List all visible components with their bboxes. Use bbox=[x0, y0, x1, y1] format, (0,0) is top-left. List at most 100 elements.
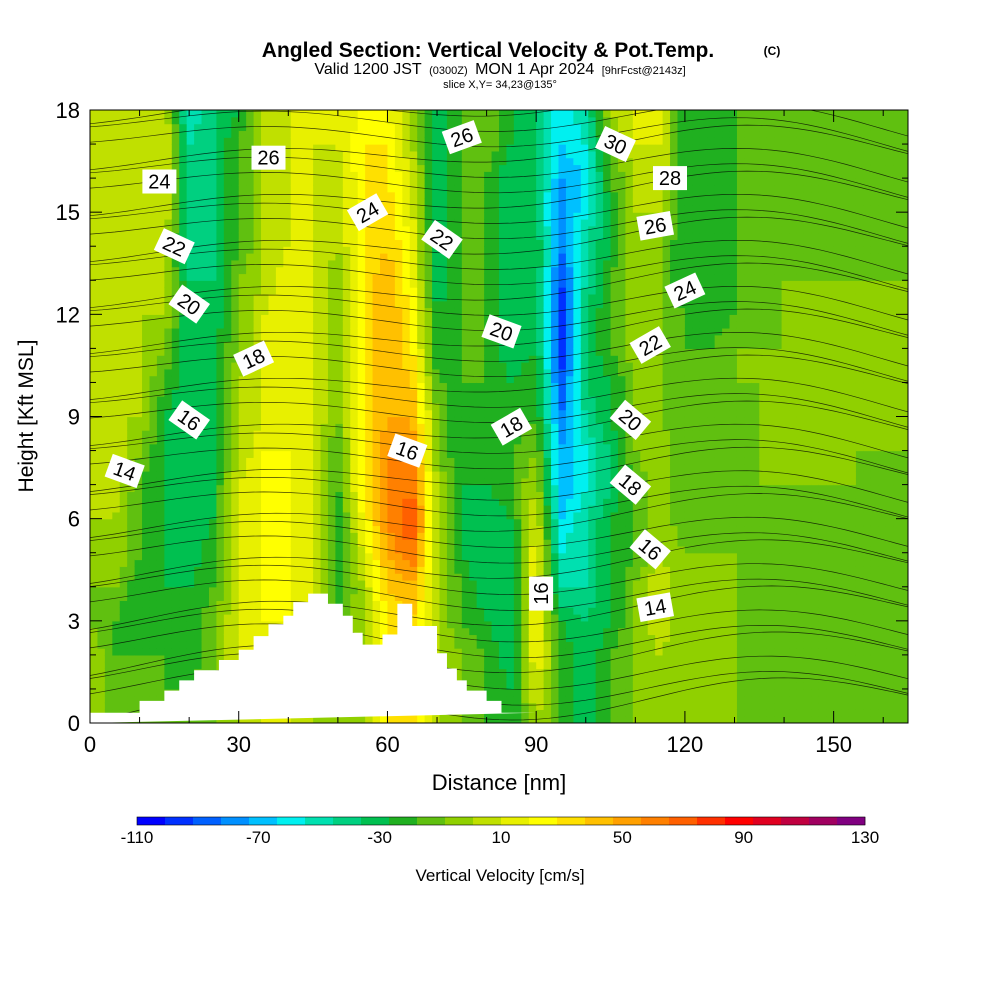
velocity-cell bbox=[298, 375, 307, 384]
velocity-cell bbox=[134, 600, 143, 608]
velocity-cell bbox=[417, 436, 426, 445]
velocity-cell bbox=[342, 171, 351, 179]
velocity-cell bbox=[446, 505, 455, 513]
velocity-cell bbox=[320, 586, 329, 595]
velocity-cell bbox=[201, 614, 210, 622]
velocity-cell bbox=[90, 464, 99, 472]
velocity-cell bbox=[335, 334, 344, 343]
velocity-cell bbox=[484, 116, 493, 125]
velocity-cell bbox=[231, 212, 240, 220]
velocity-cell bbox=[469, 566, 478, 574]
velocity-cell bbox=[402, 464, 411, 472]
velocity-cell bbox=[350, 579, 359, 588]
velocity-cell bbox=[97, 573, 106, 581]
velocity-cell bbox=[127, 443, 136, 452]
velocity-cell bbox=[119, 641, 128, 649]
velocity-cell bbox=[134, 314, 143, 322]
velocity-cell bbox=[365, 716, 374, 723]
velocity-cell bbox=[320, 280, 329, 288]
velocity-cell bbox=[469, 470, 478, 479]
velocity-cell bbox=[142, 205, 151, 213]
velocity-cell bbox=[275, 579, 284, 588]
velocity-cell bbox=[127, 654, 136, 663]
velocity-cell bbox=[327, 184, 336, 193]
velocity-cell bbox=[164, 157, 173, 166]
velocity-cell bbox=[446, 607, 455, 615]
velocity-cell bbox=[149, 695, 158, 704]
velocity-cell bbox=[320, 539, 329, 547]
velocity-cell bbox=[90, 232, 99, 241]
velocity-cell bbox=[253, 620, 262, 629]
velocity-cell bbox=[350, 545, 359, 554]
velocity-cell bbox=[476, 559, 485, 567]
velocity-cell bbox=[380, 559, 389, 567]
velocity-cell bbox=[320, 144, 329, 152]
velocity-cell bbox=[476, 627, 485, 636]
velocity-cell bbox=[357, 498, 366, 506]
velocity-cell bbox=[402, 164, 411, 172]
velocity-cell bbox=[283, 362, 292, 370]
velocity-cell bbox=[305, 423, 314, 431]
velocity-cell bbox=[156, 457, 165, 465]
velocity-cell bbox=[365, 593, 374, 601]
velocity-cell bbox=[171, 457, 180, 465]
velocity-cell bbox=[261, 321, 270, 329]
velocity-cell bbox=[476, 273, 485, 281]
velocity-cell bbox=[253, 307, 262, 315]
velocity-cell bbox=[142, 293, 151, 302]
velocity-cell bbox=[171, 498, 180, 506]
velocity-cell bbox=[491, 498, 500, 506]
velocity-cell bbox=[246, 430, 255, 438]
velocity-cell bbox=[127, 280, 136, 288]
velocity-cell bbox=[439, 348, 448, 356]
velocity-cell bbox=[387, 457, 396, 465]
velocity-cell bbox=[231, 137, 240, 145]
velocity-cell bbox=[320, 218, 329, 227]
velocity-cell bbox=[186, 368, 195, 377]
velocity-cell bbox=[156, 368, 165, 377]
velocity-cell bbox=[164, 137, 173, 145]
velocity-cell bbox=[253, 375, 262, 384]
velocity-cell bbox=[156, 675, 165, 683]
velocity-cell bbox=[156, 123, 165, 132]
velocity-cell bbox=[231, 382, 240, 390]
velocity-cell bbox=[104, 355, 113, 363]
velocity-cell bbox=[246, 327, 255, 336]
velocity-cell bbox=[104, 702, 113, 710]
velocity-cell bbox=[305, 259, 314, 268]
velocity-cell bbox=[194, 171, 203, 179]
velocity-cell bbox=[439, 273, 448, 281]
velocity-cell bbox=[350, 239, 359, 247]
velocity-cell bbox=[298, 205, 307, 213]
velocity-cell bbox=[104, 457, 113, 465]
velocity-cell bbox=[387, 579, 396, 588]
velocity-cell bbox=[142, 212, 151, 220]
velocity-cell bbox=[134, 648, 143, 656]
velocity-cell bbox=[134, 212, 143, 220]
velocity-cell bbox=[454, 457, 463, 465]
velocity-cell bbox=[454, 225, 463, 234]
velocity-cell bbox=[171, 648, 180, 656]
velocity-cell bbox=[484, 586, 493, 595]
velocity-cell bbox=[238, 314, 247, 322]
velocity-cell bbox=[350, 614, 359, 622]
velocity-cell bbox=[275, 518, 284, 527]
velocity-cell bbox=[409, 368, 418, 377]
velocity-cell bbox=[208, 239, 218, 247]
velocity-cell bbox=[305, 552, 314, 561]
velocity-cell bbox=[350, 191, 359, 200]
velocity-cell bbox=[238, 423, 247, 431]
velocity-cell bbox=[90, 287, 99, 295]
velocity-cell bbox=[186, 654, 195, 663]
velocity-cell bbox=[194, 321, 203, 329]
velocity-cell bbox=[149, 484, 158, 493]
velocity-cell bbox=[253, 600, 262, 608]
velocity-cell bbox=[97, 627, 106, 636]
velocity-cell bbox=[484, 205, 493, 213]
velocity-cell bbox=[223, 477, 232, 486]
velocity-cell bbox=[394, 327, 403, 336]
velocity-cell bbox=[446, 396, 455, 404]
velocity-cell bbox=[119, 484, 128, 493]
velocity-cell bbox=[409, 525, 418, 533]
velocity-cell bbox=[357, 307, 366, 315]
